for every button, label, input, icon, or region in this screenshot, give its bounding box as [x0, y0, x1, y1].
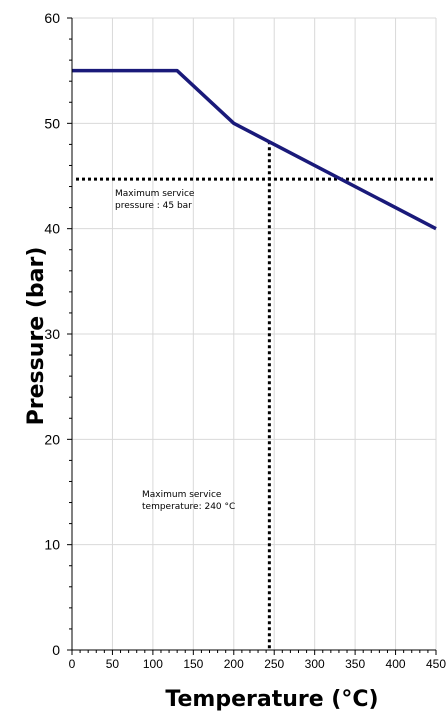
y-tick-label: 60 — [44, 10, 60, 26]
x-tick-label: 450 — [426, 657, 446, 671]
x-tick-label: 250 — [264, 657, 284, 671]
temperature-annotation: Maximum service — [142, 490, 222, 500]
pressure-annotation: Maximum service — [115, 189, 195, 199]
grid — [72, 17, 437, 650]
y-axis-title: Pressure (bar) — [24, 247, 49, 426]
x-tick-label: 200 — [224, 657, 244, 671]
reference-lines — [76, 141, 436, 650]
y-tick-label: 50 — [44, 115, 60, 131]
pressure-annotation: pressure : 45 bar — [115, 201, 192, 211]
axes — [67, 17, 437, 655]
x-axis-title: Temperature (°C) — [165, 687, 378, 711]
x-tick-label: 350 — [345, 657, 365, 671]
y-tick-label: 0 — [52, 642, 60, 658]
annotations: Maximum service pressure : 45 bar Maximum … — [115, 189, 235, 512]
temperature-annotation: temperature: 240 °C — [142, 502, 235, 512]
x-tick-label: 0 — [69, 657, 76, 671]
x-tick-label: 400 — [386, 657, 406, 671]
x-tick-label: 50 — [106, 657, 120, 671]
pressure-series-line — [72, 68, 437, 231]
y-tick-label: 20 — [44, 431, 60, 447]
x-tick-label: 300 — [305, 657, 325, 671]
y-tick-label: 40 — [44, 221, 60, 237]
y-tick-label: 10 — [44, 537, 60, 553]
x-tick-label: 100 — [143, 657, 163, 671]
tick-labels: 0 50 100 150 200 250 300 350 400 450 0 10 20 30 40 50 60 — [44, 10, 446, 671]
data-series — [72, 68, 437, 231]
y-tick-label: 30 — [44, 326, 60, 342]
x-tick-label: 150 — [183, 657, 203, 671]
